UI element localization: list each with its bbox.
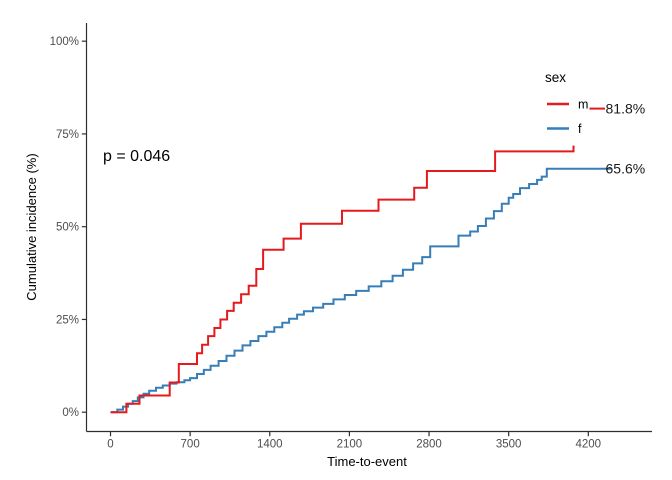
y-tick-label: 25% (56, 314, 79, 326)
series-m-curve (110, 145, 575, 414)
x-axis-title: Time-to-event (327, 454, 407, 469)
y-tick-label: 0% (62, 407, 79, 419)
f-end-label: 65.6% (606, 161, 646, 177)
axes-layer: 0 700 1400 2100 2800 3500 4200 0% 25% 50% 75% 100% (50, 23, 652, 451)
y-tick-label: 75% (56, 129, 79, 141)
legend-title: sex (545, 70, 566, 85)
x-tick-label: 3500 (496, 439, 522, 451)
series-f-curve (110, 167, 611, 414)
legend-label-f: f (578, 122, 582, 136)
legend-label-m: m (578, 98, 588, 112)
series-layer (110, 145, 611, 414)
legend: sex m f (545, 70, 588, 136)
m-end-label: 81.8% (606, 100, 646, 116)
x-tick-label: 1400 (257, 439, 283, 451)
x-tick-label: 2800 (416, 439, 442, 451)
y-tick-label: 50% (56, 222, 79, 234)
y-tick-label: 100% (50, 36, 79, 48)
x-tick-label: 700 (181, 439, 200, 451)
x-tick-label: 0 (107, 439, 113, 451)
x-tick-label: 4200 (575, 439, 601, 451)
x-tick-label: 2100 (337, 439, 363, 451)
p-value-annotation: p = 0.046 (103, 148, 170, 165)
y-axis-title: Cumulative incidence (%) (24, 153, 39, 300)
